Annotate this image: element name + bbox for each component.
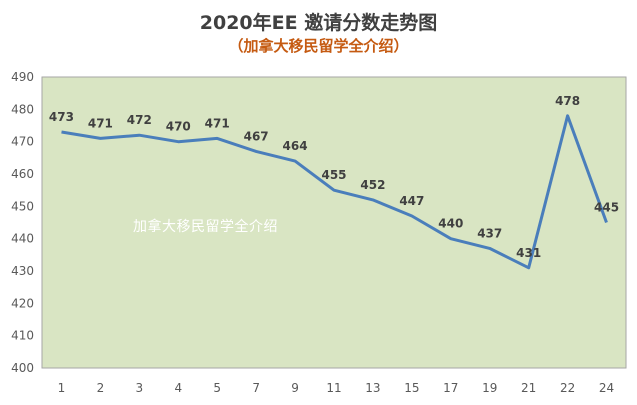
data-label: 473 xyxy=(49,110,74,124)
plot-area xyxy=(41,76,627,369)
y-tick-label: 450 xyxy=(11,199,34,213)
y-tick-label: 460 xyxy=(11,167,34,181)
data-label: 471 xyxy=(205,116,230,130)
x-tick-label: 22 xyxy=(560,381,575,395)
data-label: 431 xyxy=(516,246,541,260)
x-tick-label: 2 xyxy=(97,381,105,395)
y-tick-label: 440 xyxy=(11,232,34,246)
x-tick-label: 19 xyxy=(482,381,497,395)
data-label: 447 xyxy=(399,194,424,208)
x-tick-label: 7 xyxy=(252,381,260,395)
data-label: 440 xyxy=(438,217,463,231)
x-tick-label: 1 xyxy=(58,381,66,395)
x-tick-label: 4 xyxy=(174,381,182,395)
data-label: 470 xyxy=(166,120,191,134)
series-line xyxy=(61,114,608,270)
data-label: 467 xyxy=(244,129,269,143)
chart-title: 2020年EE 邀请分数走势图 xyxy=(199,12,438,34)
chart-subtitle: （加拿大移民留学全介绍） xyxy=(228,37,409,55)
y-tick-label: 410 xyxy=(11,329,34,343)
data-label: 455 xyxy=(321,168,346,182)
data-label: 445 xyxy=(594,201,619,215)
watermark-text: 加拿大移民留学全介绍 xyxy=(133,219,278,235)
x-tick-label: 5 xyxy=(213,381,221,395)
y-tick-label: 490 xyxy=(11,70,34,84)
data-label: 478 xyxy=(555,94,580,108)
x-tick-label: 3 xyxy=(136,381,144,395)
y-tick-label: 480 xyxy=(11,102,34,116)
x-tick-label: 11 xyxy=(326,381,341,395)
data-label: 472 xyxy=(127,113,152,127)
data-label: 452 xyxy=(360,178,385,192)
y-tick-label: 420 xyxy=(11,296,34,310)
data-label: 437 xyxy=(477,226,502,240)
x-tick-label: 15 xyxy=(404,381,419,395)
x-tick-label: 21 xyxy=(521,381,536,395)
x-tick-label: 24 xyxy=(599,381,614,395)
x-tick-label: 9 xyxy=(291,381,299,395)
y-tick-label: 430 xyxy=(11,264,34,278)
data-label: 464 xyxy=(283,139,308,153)
y-tick-label: 400 xyxy=(11,361,34,375)
x-tick-label: 13 xyxy=(365,381,380,395)
x-tick-label: 17 xyxy=(443,381,458,395)
y-tick-label: 470 xyxy=(11,135,34,149)
data-label: 471 xyxy=(88,116,113,130)
